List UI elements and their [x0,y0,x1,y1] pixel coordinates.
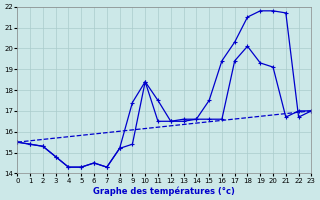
X-axis label: Graphe des températures (°c): Graphe des températures (°c) [93,186,235,196]
